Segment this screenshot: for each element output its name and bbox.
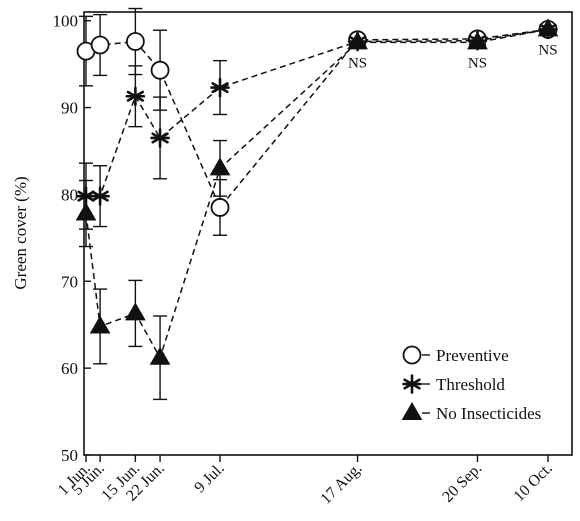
y-tick-label: 70 [61, 272, 78, 291]
series-lines [75, 7, 559, 401]
data-point-no-insecticides [75, 202, 97, 221]
data-point-no-insecticides [125, 302, 146, 321]
x-axis: 1 Jun.5 Jun.15 Jun.22 Jun. 9 Jul. 17 Aug. 2… [55, 455, 556, 508]
x-tick-label: 10 Oct. [510, 460, 555, 505]
data-point-no-insecticides [347, 31, 368, 50]
legend-marker-no-insecticides [401, 401, 423, 420]
plot-frame [83, 11, 573, 456]
legend-label-preventive: Preventive [436, 346, 509, 365]
data-point-threshold [150, 128, 170, 148]
legend: Preventive Threshold No Insecticides [401, 345, 541, 423]
series-no-insecticides [75, 18, 559, 401]
y-tick-label: 100 [53, 12, 79, 31]
legend-label-no-insecticides: No Insecticides [436, 404, 541, 423]
data-point-threshold [90, 186, 110, 206]
ns-label: NS [538, 42, 557, 58]
legend-marker-preventive [402, 345, 422, 365]
data-point-threshold [125, 86, 146, 107]
data-point-no-insecticides [537, 18, 559, 37]
data-point-no-insecticides [149, 346, 171, 365]
data-point-preventive [210, 198, 230, 217]
x-tick-label: 9 Jul. [191, 460, 228, 497]
ns-label: NS [348, 55, 367, 71]
data-point-no-insecticides [209, 157, 231, 176]
ns-label: NS [468, 55, 487, 71]
y-axis-title: Green cover (%) [11, 176, 30, 289]
data-point-no-insecticides [89, 315, 111, 334]
y-tick-label: 50 [61, 446, 78, 465]
x-tick-label: 17 Aug. [318, 460, 366, 508]
y-tick-label: 90 [61, 99, 78, 118]
x-tick-label: 20 Sep. [439, 460, 485, 506]
plot-border [83, 11, 573, 456]
series-line-no-insecticides [85, 28, 549, 360]
legend-marker-threshold [402, 374, 422, 394]
legend-label-threshold: Threshold [436, 375, 505, 394]
y-tick-label: 80 [61, 185, 78, 204]
data-point-threshold [210, 77, 230, 98]
data-point-preventive [90, 35, 110, 55]
series-line-threshold [86, 28, 549, 197]
series-preventive [76, 7, 558, 236]
series-threshold [76, 19, 558, 230]
data-point-no-insecticides [467, 31, 488, 50]
y-tick-label: 60 [61, 359, 78, 378]
data-point-preventive [125, 32, 145, 51]
y-axis: 50 60 70 80 90 100 [53, 12, 91, 465]
ns-annotations: NS NS NS [348, 42, 558, 71]
data-point-preventive [150, 60, 170, 80]
